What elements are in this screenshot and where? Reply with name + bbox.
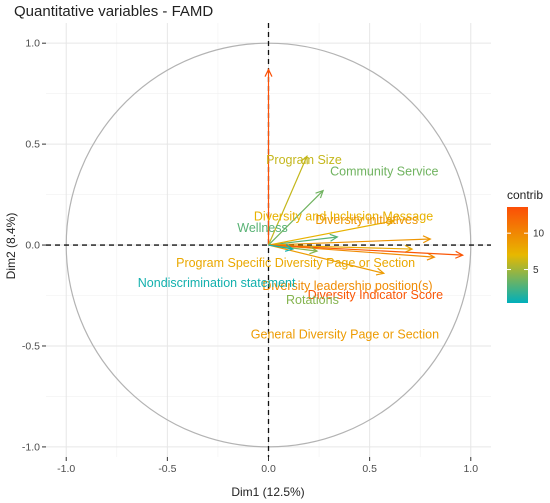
variable-arrow: [268, 244, 293, 250]
variable-label: General Diversity Page or Section: [251, 327, 439, 341]
variable-arrowhead: [426, 252, 436, 261]
x-tick-label: 0.5: [362, 463, 377, 475]
x-tick-label: 0.0: [261, 463, 276, 475]
variable-arrowhead: [284, 243, 295, 252]
variable-arrow: [268, 236, 338, 246]
legend-colorbar: [507, 207, 528, 303]
variable-arrow: [268, 244, 384, 274]
variable-labels: Overall Residency DiversityProgram SizeC…: [138, 153, 444, 341]
variable-arrowhead: [329, 233, 339, 242]
variable-arrowhead: [309, 246, 319, 255]
x-tick-label: 1.0: [463, 463, 478, 475]
y-tick-label: 1.0: [25, 38, 40, 50]
variable-label: Diversity Indicator Score: [308, 288, 444, 302]
variable-arrowhead: [404, 244, 414, 253]
variable-arrowhead: [315, 189, 325, 199]
variable-label: Community Service: [330, 165, 438, 179]
legend-tick-label: 10: [533, 229, 545, 240]
variable-arrowhead: [422, 235, 432, 244]
variable-arrow: [267, 155, 308, 246]
variable-label: Program Specific Diversity Page or Secti…: [176, 256, 415, 270]
variable-arrows: [264, 68, 465, 276]
legend-tick-label: 5: [533, 265, 539, 276]
y-tick-label: -0.5: [22, 340, 40, 352]
variable-label: Diversity initiatives: [315, 213, 418, 227]
variable-label: Program Size: [266, 153, 342, 167]
y-tick-label: 0.0: [25, 240, 40, 252]
variable-arrowhead: [300, 154, 308, 165]
y-tick-label: -1.0: [22, 441, 40, 453]
variable-arrowhead: [386, 218, 396, 227]
chart-title: Quantitative variables - FAMD: [14, 3, 213, 20]
variable-label: Diversity and Inclusion Message: [254, 209, 433, 223]
x-axis-title: Dim1 (12.5%): [231, 485, 304, 499]
variable-arrowhead: [455, 250, 465, 259]
y-axis-title: Dim2 (8.4%): [4, 213, 18, 280]
variable-arrowhead: [264, 68, 273, 77]
variable-arrow: [268, 238, 431, 246]
legend: contrib 5 10: [507, 188, 545, 303]
variable-label: Wellness: [237, 221, 287, 235]
y-tick-label: 0.5: [25, 139, 40, 151]
variable-label: Nondiscrimination statement: [138, 276, 296, 290]
legend-title: contrib: [507, 188, 543, 202]
x-tick-label: -1.0: [57, 463, 75, 475]
x-tick-label: -0.5: [158, 463, 176, 475]
variable-label: Rotations: [286, 293, 339, 307]
variable-arrow: [268, 244, 463, 256]
axis-ticks: -1.0 -0.5 0.0 0.5 1.0 -1.0 -0.5 0.0 0.5 1.0: [22, 38, 478, 475]
variable-arrowhead: [375, 267, 386, 276]
legend-ticks: 5 10: [507, 229, 545, 276]
variable-arrow: [268, 220, 395, 246]
variable-arrow: [268, 190, 324, 246]
variable-label: Diversity leadership position(s): [262, 279, 432, 293]
